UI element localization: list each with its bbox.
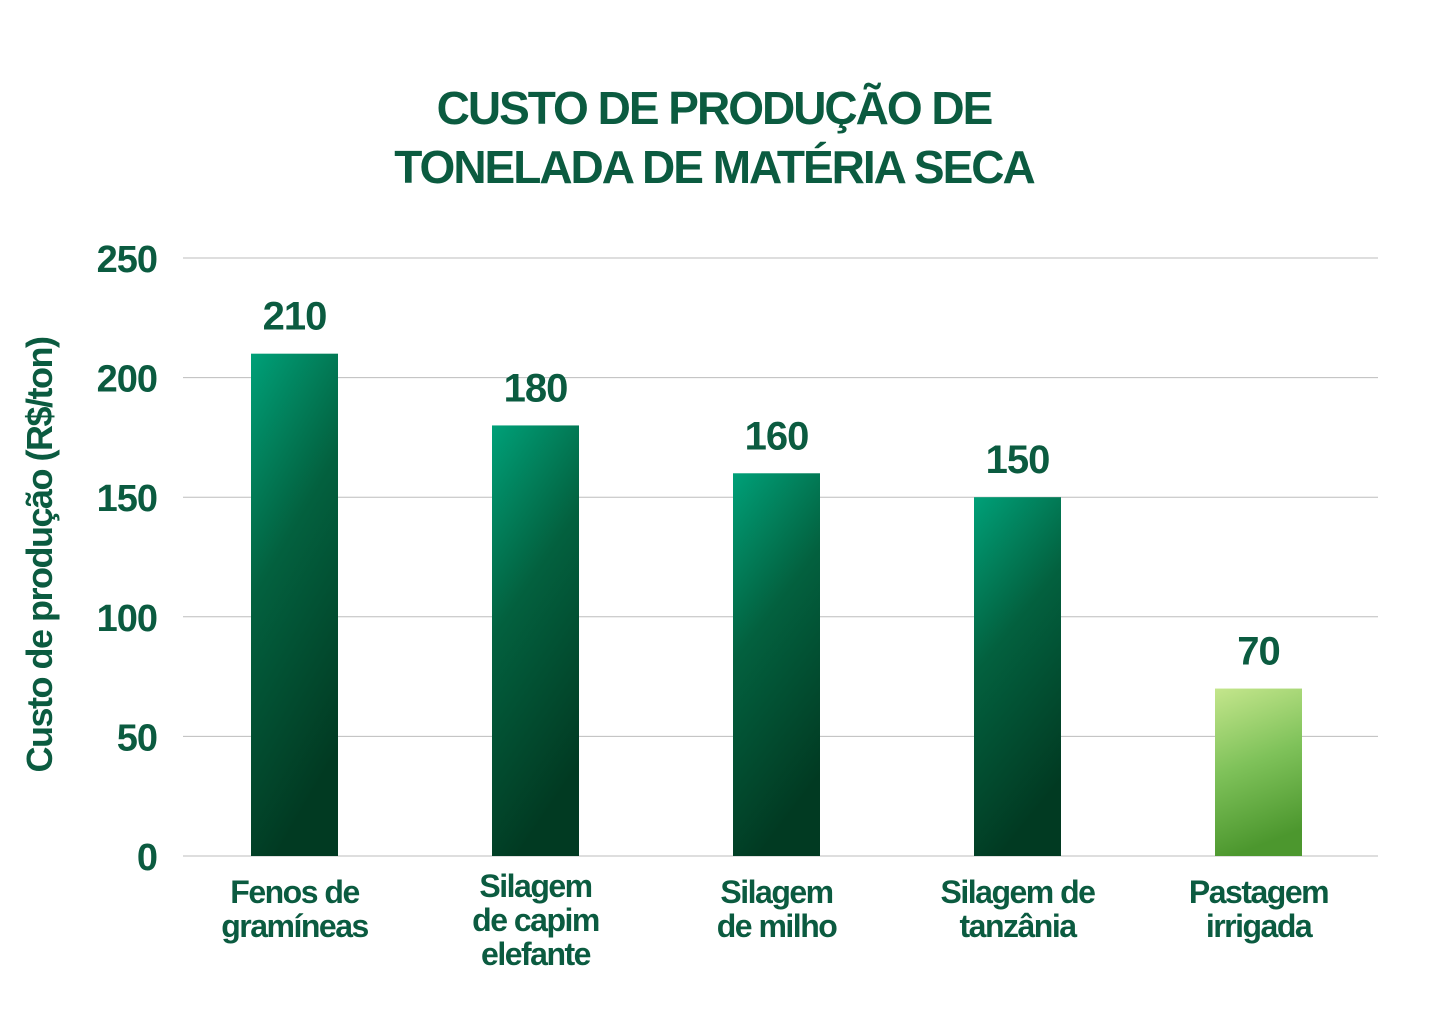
bar: [733, 473, 820, 856]
y-axis-label: Custo de produção (R$/ton): [19, 337, 60, 772]
bar: [492, 425, 579, 856]
bar: [974, 497, 1061, 856]
x-tick-label-line: gramíneas: [221, 908, 368, 944]
x-tick-label-line: tanzânia: [959, 908, 1077, 944]
x-tick-label: Pastagem irrigada: [1189, 874, 1328, 944]
x-tick-label-line: Silagem: [720, 874, 832, 910]
bar: [1215, 688, 1302, 856]
data-label: 180: [504, 366, 568, 410]
x-tick-label: Silagem de tanzânia: [941, 874, 1096, 944]
x-tick-label: Silagem de capim elefante: [472, 868, 599, 972]
x-tick-label-line: Silagem de: [941, 874, 1096, 910]
y-tick-label: 50: [117, 717, 157, 759]
y-tick-label: 200: [97, 359, 157, 401]
x-tick-label-line: de milho: [717, 908, 838, 944]
y-tick-label: 250: [97, 239, 157, 281]
x-tick-label-line: de capim: [472, 902, 599, 938]
x-tick-label-line: Silagem: [479, 868, 591, 904]
chart-title-line-2: TONELADA DE MATÉRIA SECA: [394, 141, 1034, 193]
data-label: 160: [745, 414, 809, 458]
x-tick-label: Fenos de gramíneas: [221, 874, 368, 944]
bar: [251, 353, 338, 856]
data-label: 150: [986, 438, 1050, 482]
x-tick-label-line: elefante: [481, 936, 591, 972]
x-tick-label-line: Pastagem: [1189, 874, 1328, 910]
data-label: 70: [1237, 630, 1280, 674]
x-tick-label-line: irrigada: [1206, 908, 1313, 944]
x-tick-label-line: Fenos de: [230, 874, 359, 910]
x-tick-label: Silagem de milho: [717, 874, 838, 944]
data-label: 210: [263, 295, 327, 339]
y-tick-label: 150: [97, 478, 157, 520]
y-tick-label: 100: [97, 598, 157, 640]
y-tick-label: 0: [137, 837, 157, 879]
chart-title-line-1: CUSTO DE PRODUÇÃO DE: [437, 82, 992, 134]
